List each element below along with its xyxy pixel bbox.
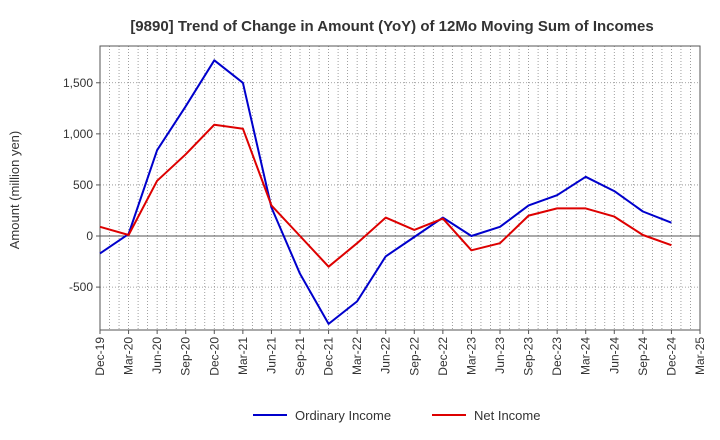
x-tick-label: Mar-22 (350, 337, 364, 375)
series-line-ordinary-income (99, 59, 672, 325)
x-tick-label: Jun-23 (493, 337, 507, 374)
x-tick-label: Mar-20 (122, 337, 136, 375)
legend: Ordinary Income Net Income (253, 408, 540, 423)
plot-area (99, 45, 701, 331)
x-tick-label: Sep-24 (636, 337, 650, 376)
x-tick-label: Dec-24 (664, 337, 678, 376)
x-tick-label: Dec-20 (207, 337, 221, 376)
x-tick-label: Mar-21 (236, 337, 250, 375)
x-tick-label: Sep-22 (407, 337, 421, 376)
x-tick-label: Dec-22 (436, 337, 450, 376)
x-tick-label: Jun-22 (379, 337, 393, 374)
y-tick-label: 1,500 (63, 76, 93, 90)
x-tick-label: Sep-23 (522, 337, 536, 376)
x-tick-label: Sep-20 (179, 337, 193, 376)
y-tick-label: 500 (73, 178, 93, 192)
x-axis-ticks: Dec-19 Mar-20 Jun-20 Sep-20 Dec-20 Mar-21 Jun-… (93, 330, 707, 376)
x-tick-label: Sep-21 (293, 337, 307, 376)
x-tick-label: Jun-20 (150, 337, 164, 374)
y-tick-label: 1,000 (63, 127, 93, 141)
x-tick-label: Mar-23 (464, 337, 478, 375)
legend-label-ordinary-income: Ordinary Income (295, 408, 391, 423)
y-axis-label: Amount (million yen) (7, 131, 22, 250)
x-tick-label: Mar-24 (579, 337, 593, 375)
legend-label-net-income: Net Income (474, 408, 540, 423)
x-tick-label: Jun-21 (264, 337, 278, 374)
y-tick-label: 0 (86, 229, 93, 243)
x-tick-label: Dec-21 (322, 337, 336, 376)
x-tick-label: Dec-19 (93, 337, 107, 376)
y-tick-label: -500 (69, 280, 93, 294)
chart-title: [9890] Trend of Change in Amount (YoY) o… (130, 18, 653, 35)
x-tick-label: Mar-25 (693, 337, 707, 375)
y-axis-ticks: -500 0 500 1,000 1,500 (63, 76, 100, 294)
x-tick-label: Jun-24 (607, 337, 621, 374)
x-tick-label: Dec-23 (550, 337, 564, 376)
series-line-net-income (99, 123, 672, 268)
series-lines (99, 59, 672, 325)
